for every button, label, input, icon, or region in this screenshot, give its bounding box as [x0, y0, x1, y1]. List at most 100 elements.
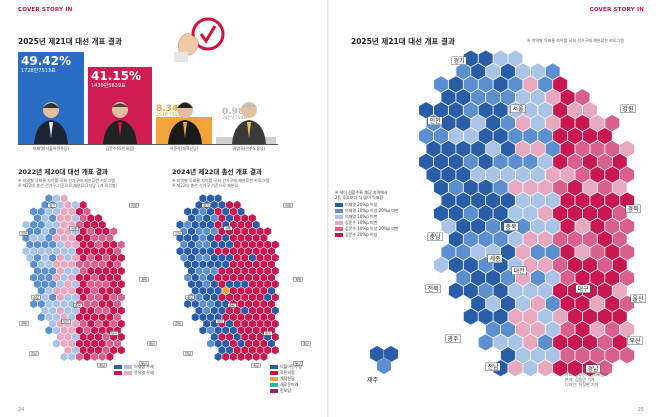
district-hex: [248, 266, 257, 276]
district-hex: [83, 273, 91, 283]
district-hex: [202, 306, 211, 316]
page-number-right: 25: [637, 407, 644, 413]
district-hex: [225, 266, 234, 276]
district-hex: [33, 253, 42, 263]
district-hex: [225, 200, 234, 210]
district-hex: [67, 273, 76, 283]
district-hex: [493, 50, 508, 68]
district-hex: [493, 333, 508, 351]
district-hex: [463, 204, 479, 222]
district-hex: [237, 273, 245, 283]
district-hex: [604, 140, 620, 158]
district-hex: [545, 166, 561, 184]
district-hex: [225, 345, 234, 355]
district-hex: [29, 246, 38, 256]
district-hex: [530, 114, 546, 132]
district-hex: [105, 312, 114, 322]
district-hex: [537, 256, 553, 274]
region-label-box: [223, 226, 233, 231]
district-hex: [237, 207, 245, 217]
district-hex: [515, 140, 531, 158]
district-hex: [56, 306, 65, 316]
district-hex: [52, 325, 61, 335]
district-hex: [582, 127, 598, 145]
district-hex: [229, 325, 238, 335]
district-hex: [515, 191, 531, 210]
district-hex: [485, 62, 501, 81]
district-hex: [195, 253, 203, 263]
region-label-box: [485, 362, 501, 371]
district-hex: [90, 259, 99, 269]
district-hex: [109, 319, 118, 329]
district-hex: [470, 166, 486, 184]
district-hex: [198, 312, 207, 322]
district-hex: [109, 253, 118, 263]
district-hex: [259, 286, 268, 296]
district-hex: [589, 217, 605, 235]
district-hex: [109, 226, 118, 236]
district-hex: [508, 153, 523, 171]
district-hex: [176, 220, 184, 230]
district-hex: [263, 345, 272, 355]
district-hex: [233, 279, 242, 289]
district-hex: [94, 240, 103, 250]
district-hex: [485, 166, 501, 184]
district-hex: [90, 299, 99, 309]
district-hex: [218, 345, 226, 355]
district-hex: [206, 194, 215, 203]
district-hex: [552, 256, 568, 274]
district-hex: [37, 220, 46, 230]
district-hex: [41, 306, 49, 316]
district-hex: [52, 194, 61, 203]
district-hex: [37, 207, 46, 217]
running-header-right: COVER STORY IN: [589, 7, 644, 13]
district-hex: [244, 220, 253, 230]
district-hex: [560, 217, 576, 235]
district-hex: [218, 306, 226, 316]
district-hex: [582, 204, 598, 222]
district-hex: [229, 312, 238, 322]
district-hex: [530, 217, 546, 235]
district-hex: [537, 282, 553, 300]
district-hex: [470, 243, 486, 261]
district-hex: [229, 233, 238, 243]
district-hex: [117, 240, 126, 250]
district-hex: [530, 243, 546, 261]
district-hex: [60, 299, 69, 309]
district-hex: [210, 213, 219, 223]
district-hex: [244, 286, 253, 296]
title-2022-result: 2022년 제20대 대선 개표 결과: [18, 168, 109, 176]
district-hex: [263, 292, 272, 302]
district-hex: [552, 359, 568, 377]
district-hex: [522, 153, 538, 171]
district-hex: [259, 299, 268, 309]
district-hex: [79, 200, 88, 210]
region-label: 충북: [505, 223, 517, 231]
district-hex: [240, 319, 249, 329]
district-hex: [470, 114, 486, 132]
district-hex: [252, 352, 261, 362]
district-hex: [29, 233, 38, 243]
region-label-box: [201, 203, 211, 208]
district-hex: [575, 346, 590, 364]
district-hex: [98, 325, 107, 335]
district-hex: [71, 266, 80, 276]
district-hex: [90, 286, 99, 296]
district-hex: [105, 259, 114, 269]
district-hex: [455, 243, 471, 261]
district-hex: [244, 339, 253, 349]
district-hex: [263, 279, 272, 289]
district-hex: [604, 166, 620, 184]
district-hex: [455, 62, 471, 81]
legend-2025-0: 이재명 20%p 이상: [345, 202, 378, 207]
district-hex: [86, 319, 95, 329]
region-label: 울산: [149, 341, 155, 346]
district-hex: [248, 240, 257, 250]
district-hex: [271, 319, 280, 329]
district-hex: [44, 286, 53, 296]
district-hex: [256, 345, 264, 355]
district-hex: [530, 62, 546, 81]
district-hex: [195, 266, 203, 276]
district-hex: [244, 246, 253, 256]
district-hex: [214, 233, 223, 243]
